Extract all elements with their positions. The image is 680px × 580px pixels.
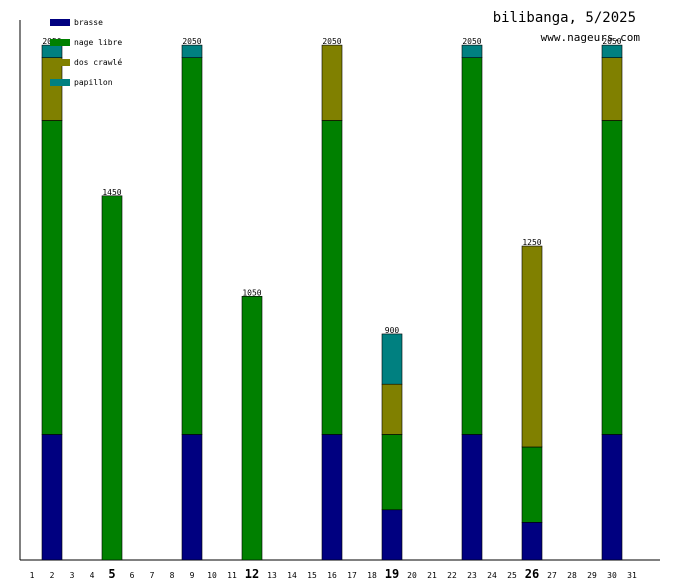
bar-segment-brasse-day-19 xyxy=(381,509,403,561)
x-tick-label: 9 xyxy=(190,571,195,580)
x-tick-label: 24 xyxy=(487,571,497,580)
x-tick-label: 12 xyxy=(245,567,259,580)
x-tick-label: 6 xyxy=(130,571,135,580)
bar-segment-brasse-day-26 xyxy=(521,522,543,561)
bar-total-label: 1450 xyxy=(102,188,121,197)
bar-segment-papillon-day-9 xyxy=(181,44,203,58)
bar-segment-dos-crawlé-day-30 xyxy=(601,57,623,121)
x-tick-label: 30 xyxy=(607,571,617,580)
x-tick-label: 15 xyxy=(307,571,317,580)
bar-total-label: 2050 xyxy=(602,37,621,46)
bar-segment-dos-crawlé-day-19 xyxy=(381,383,403,435)
x-tick-label: 14 xyxy=(287,571,297,580)
x-tick-label: 25 xyxy=(507,571,517,580)
x-tick-label: 20 xyxy=(407,571,417,580)
legend-label: papillon xyxy=(74,78,113,87)
bar-segment-nage-libre-day-5 xyxy=(101,195,123,561)
bar-segment-nage-libre-day-26 xyxy=(521,446,543,523)
x-tick-label: 27 xyxy=(547,571,557,580)
bar-segment-brasse-day-16 xyxy=(321,434,343,561)
bar-segment-nage-libre-day-9 xyxy=(181,57,203,435)
bar-total-label: 900 xyxy=(385,326,400,335)
x-tick-label: 29 xyxy=(587,571,597,580)
x-tick-label: 3 xyxy=(70,571,75,580)
bar-segment-dos-crawlé-day-16 xyxy=(321,44,343,121)
legend-swatch-nage-libre xyxy=(50,39,70,46)
bar-segment-nage-libre-day-23 xyxy=(461,57,483,435)
legend-swatch-brasse xyxy=(50,19,70,26)
x-tick-label: 23 xyxy=(467,571,477,580)
legend-swatch-dos-crawlé xyxy=(50,59,70,66)
bar-total-label: 1250 xyxy=(522,238,541,247)
bar-segment-nage-libre-day-19 xyxy=(381,434,403,511)
legend-label: brasse xyxy=(74,18,103,27)
bar-segment-papillon-day-2 xyxy=(41,44,63,58)
x-tick-label: 10 xyxy=(207,571,217,580)
legend: brasse nage libre dos crawlé papillon xyxy=(50,18,122,87)
x-tick-label: 11 xyxy=(227,571,237,580)
x-tick-label: 1 xyxy=(30,571,35,580)
bar-segment-nage-libre-day-2 xyxy=(41,120,63,435)
bar-segment-nage-libre-day-12 xyxy=(241,295,263,561)
x-tick-label: 7 xyxy=(150,571,155,580)
bar-segment-brasse-day-2 xyxy=(41,434,63,561)
x-tick-label: 22 xyxy=(447,571,457,580)
x-tick-label: 5 xyxy=(108,567,115,580)
x-tick-label: 18 xyxy=(367,571,377,580)
bar-total-label: 2050 xyxy=(322,37,341,46)
bar-segment-papillon-day-23 xyxy=(461,44,483,58)
bar-segment-papillon-day-30 xyxy=(601,44,623,58)
bar-segment-brasse-day-23 xyxy=(461,434,483,561)
bar-total-label: 2050 xyxy=(182,37,201,46)
x-tick-labels: 1 2 3 4 5 6 7 8 9 10 11 12 13 14 15 16 17 18 19 20 21 22 23 24 2… xyxy=(30,567,637,580)
site-url: www.nageurs.com xyxy=(541,31,641,44)
bar-total-label: 2050 xyxy=(462,37,481,46)
legend-swatch-papillon xyxy=(50,79,70,86)
x-tick-label: 17 xyxy=(347,571,357,580)
chart-title: bilibanga, 5/2025 xyxy=(493,10,636,26)
bar-segment-dos-crawlé-day-2 xyxy=(41,57,63,121)
bar-segment-nage-libre-day-30 xyxy=(601,120,623,435)
bar-total-label: 1050 xyxy=(242,288,261,297)
legend-label: dos crawlé xyxy=(74,57,122,67)
bar-segment-dos-crawlé-day-26 xyxy=(521,245,543,448)
x-tick-label: 31 xyxy=(627,571,637,580)
x-tick-label: 13 xyxy=(267,571,277,580)
bars xyxy=(41,44,623,561)
bar-segment-brasse-day-30 xyxy=(601,434,623,561)
x-tick-label: 8 xyxy=(170,571,175,580)
bar-segment-papillon-day-19 xyxy=(381,333,403,385)
x-tick-label: 2 xyxy=(50,571,55,580)
x-tick-label: 19 xyxy=(385,567,399,580)
x-tick-label: 4 xyxy=(90,571,95,580)
bar-segment-brasse-day-9 xyxy=(181,434,203,561)
bar-segment-nage-libre-day-16 xyxy=(321,120,343,435)
x-tick-label: 16 xyxy=(327,571,337,580)
x-tick-label: 26 xyxy=(525,567,539,580)
x-tick-label: 21 xyxy=(427,571,437,580)
x-tick-label: 28 xyxy=(567,571,577,580)
legend-label: nage libre xyxy=(74,38,122,47)
